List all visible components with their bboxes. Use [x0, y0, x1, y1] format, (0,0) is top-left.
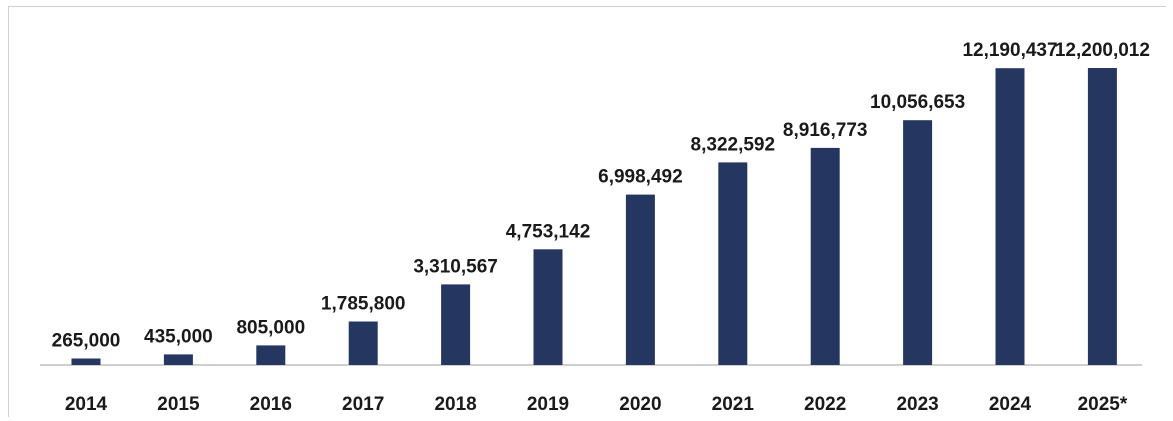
x-tick-label-2023: 2023 — [896, 394, 938, 415]
bar-2014 — [71, 358, 101, 365]
bar-2015 — [163, 354, 193, 365]
value-label-2016: 805,000 — [236, 317, 305, 338]
bar-2021 — [718, 162, 748, 365]
x-tick-label-2024: 2024 — [989, 394, 1032, 415]
value-label-2024: 12,190,437 — [962, 40, 1057, 61]
value-label-2020: 6,998,492 — [598, 167, 683, 188]
bar-2025 — [1087, 68, 1117, 365]
x-tick-label-2015: 2015 — [157, 394, 200, 415]
value-label-2015: 435,000 — [144, 326, 213, 347]
value-label-2023: 10,056,653 — [870, 92, 965, 113]
value-label-2014: 265,000 — [52, 331, 121, 352]
value-label-2025: 12,200,012 — [1055, 40, 1150, 61]
x-tick-label-2025: 2025* — [1078, 394, 1128, 415]
value-label-2021: 8,322,592 — [691, 134, 776, 155]
x-tick-label-2018: 2018 — [434, 394, 476, 415]
bar-2023 — [903, 120, 933, 365]
value-label-2017: 1,785,800 — [321, 294, 406, 315]
x-tick-label-2019: 2019 — [527, 394, 569, 415]
value-label-2019: 4,753,142 — [506, 221, 591, 242]
bar-2020 — [625, 194, 655, 365]
x-tick-label-2016: 2016 — [250, 394, 292, 415]
value-label-2022: 8,916,773 — [783, 120, 868, 141]
x-tick-label-2014: 2014 — [65, 394, 108, 415]
x-tick-label-2017: 2017 — [342, 394, 384, 415]
bar-2022 — [810, 147, 840, 365]
bar-2019 — [533, 249, 563, 365]
x-tick-label-2022: 2022 — [804, 394, 846, 415]
bar-2017 — [348, 321, 378, 365]
bar-2018 — [441, 284, 471, 365]
x-tick-label-2020: 2020 — [619, 394, 661, 415]
chart-frame — [8, 6, 1166, 417]
x-tick-label-2021: 2021 — [712, 394, 755, 415]
bar-2024 — [995, 68, 1025, 365]
bar-2016 — [256, 345, 286, 365]
value-label-2018: 3,310,567 — [413, 256, 498, 277]
